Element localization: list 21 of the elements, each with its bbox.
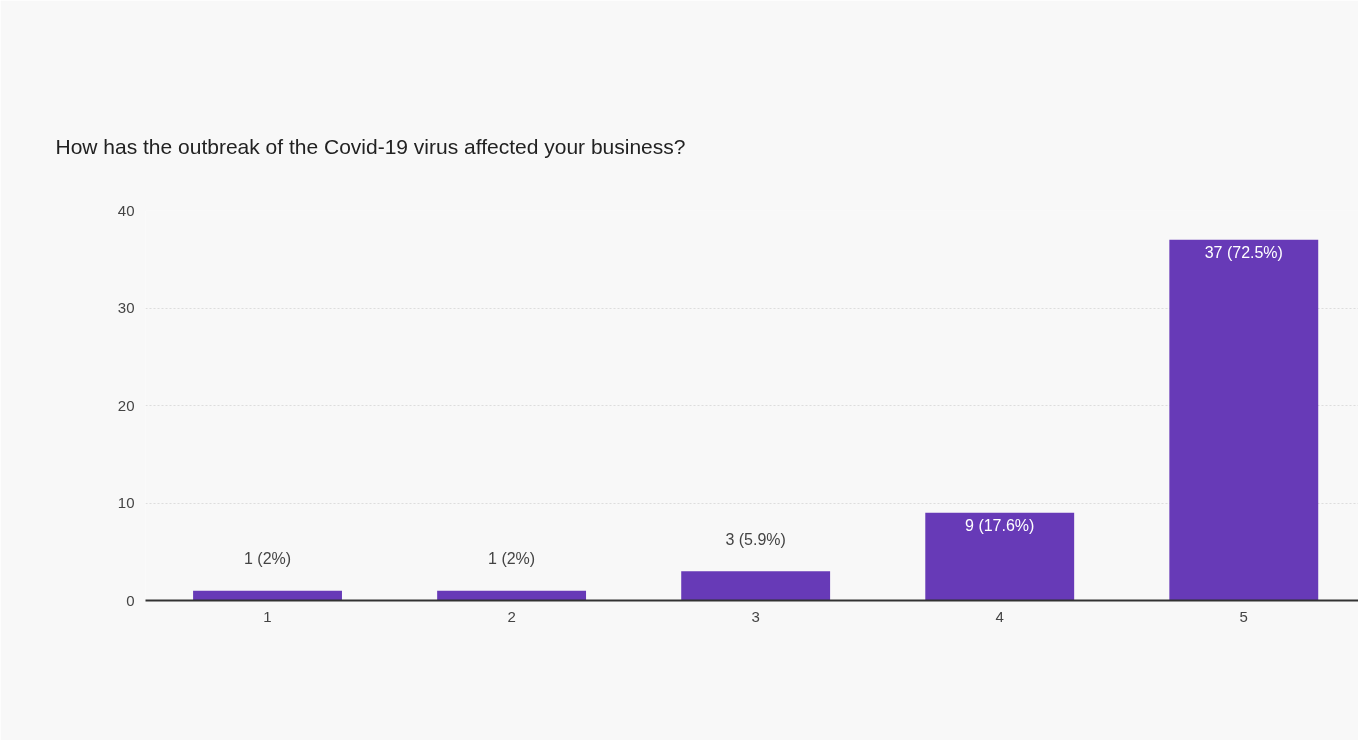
chart-title: How has the outbreak of the Covid-19 virus affected your business? [55,135,686,158]
data-label: 1 (2%) [243,550,292,568]
x-tick-label: 1 [263,607,272,625]
data-label: 9 (17.6%) [965,517,1035,535]
y-tick-label: 10 [117,494,135,511]
x-tick-label: 5 [1239,607,1248,625]
y-tick-label: 30 [117,299,135,316]
y-tick-label: 40 [117,201,135,219]
y-tick-label: 0 [126,591,135,609]
bar [925,512,1075,601]
bar [1169,239,1319,601]
x-tick-label: 2 [507,607,516,625]
data-label: 37 (72.5%) [1204,244,1283,262]
bar [437,590,587,601]
data-label: 3 (5.9%) [725,530,786,548]
x-tick-label: 4 [995,607,1004,625]
bar [681,571,831,601]
data-label: 1 (2%) [488,550,536,568]
x-tick-label: 3 [751,607,760,625]
y-tick-label: 20 [117,396,135,414]
bar [193,590,342,601]
